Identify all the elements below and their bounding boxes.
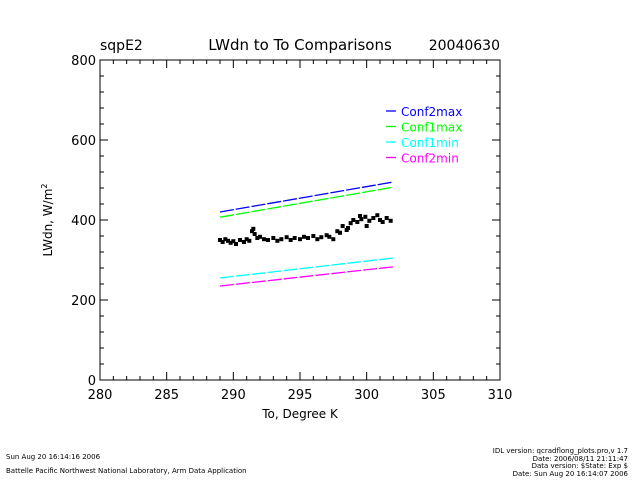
- x-tick-label: 285: [154, 388, 179, 403]
- data-point: [388, 218, 393, 223]
- data-point: [234, 242, 238, 246]
- data-point: [298, 237, 302, 242]
- x-tick-label: 290: [221, 388, 246, 403]
- footer-data-version: Data version: $State: Exp $: [531, 462, 628, 470]
- data-point: [271, 236, 276, 240]
- data-point: [364, 224, 369, 228]
- y-axis-label-sup: 2: [40, 184, 49, 189]
- data-point: [252, 232, 257, 236]
- series-line-conf2max: [219, 181, 394, 213]
- data-point: [340, 224, 345, 228]
- chart-title: LWdn to To Comparisons: [208, 36, 392, 54]
- data-point: [279, 237, 284, 242]
- data-point: [231, 239, 236, 244]
- data-point: [384, 216, 389, 220]
- data-point: [302, 234, 306, 239]
- date-label: 20040630: [429, 38, 500, 54]
- data-point: [284, 235, 289, 240]
- data-point: [346, 226, 350, 230]
- x-tick-label: 300: [354, 388, 379, 403]
- data-point: [324, 233, 329, 238]
- legend-label: Conf2min: [401, 152, 459, 166]
- y-axis-label: LWdn, W/m2: [40, 184, 55, 257]
- data-point: [338, 230, 342, 235]
- data-point: [363, 214, 368, 219]
- data-point: [311, 234, 316, 238]
- data-point: [275, 238, 280, 243]
- legend-label: Conf1min: [401, 136, 459, 150]
- data-point: [228, 240, 233, 245]
- data-point: [250, 229, 254, 234]
- x-tick-label: 305: [421, 388, 446, 403]
- footer-file-date: Date: 2006/08/11 21:11:47: [532, 454, 628, 463]
- data-point: [315, 237, 320, 242]
- legend-label: Conf1max: [401, 121, 462, 135]
- data-point: [288, 238, 293, 242]
- x-tick-label: 310: [488, 388, 513, 403]
- x-axis-label: To, Degree K: [261, 407, 339, 421]
- data-point: [266, 238, 270, 242]
- y-tick-label: 0: [88, 374, 96, 389]
- data-point: [292, 236, 297, 240]
- data-point: [327, 234, 332, 239]
- data-point: [251, 226, 256, 231]
- data-point: [335, 229, 340, 234]
- data-point: [367, 218, 372, 223]
- data-point: [255, 236, 260, 240]
- data-point: [244, 237, 249, 242]
- footer-run-date: Date: Sun Aug 20 16:14:07 2006: [512, 469, 628, 478]
- data-point: [319, 235, 324, 240]
- data-point: [242, 240, 246, 244]
- footer-timestamp: Sun Aug 20 16:14:16 2006: [6, 453, 101, 461]
- data-point: [331, 237, 336, 242]
- x-tick-label: 295: [288, 388, 313, 403]
- site-label: sqpE2: [100, 38, 143, 54]
- data-point: [238, 238, 242, 242]
- data-point: [375, 213, 380, 218]
- data-point: [226, 238, 230, 243]
- series-line-conf1min: [219, 257, 394, 279]
- y-tick-label: 800: [71, 54, 96, 69]
- data-point: [306, 236, 310, 240]
- footer-lab: Battelle Pacific Northwest National Labo…: [6, 467, 247, 475]
- data-point: [223, 237, 228, 242]
- y-axis-label-text: LWdn, W/m: [41, 189, 55, 257]
- x-tick-label: 280: [88, 388, 113, 403]
- data-point: [258, 234, 262, 239]
- data-point: [220, 240, 225, 244]
- data-point: [378, 218, 382, 222]
- legend-label: Conf2max: [401, 105, 462, 119]
- y-tick-label: 200: [71, 294, 96, 309]
- y-tick-label: 600: [71, 134, 96, 149]
- series-line-conf2min: [219, 266, 394, 287]
- data-point: [218, 238, 222, 242]
- footer-idl-version: IDL version: qcradflong_plots.pro,v 1.7: [492, 447, 628, 455]
- footer-version-block: IDL version: qcradflong_plots.pro,v 1.7 …: [492, 447, 628, 478]
- data-point: [355, 220, 360, 224]
- data-point: [262, 237, 266, 242]
- data-point: [380, 220, 385, 224]
- data-point: [371, 216, 376, 220]
- data-point: [247, 238, 252, 243]
- data-point: [351, 218, 356, 222]
- series-line-conf1max: [219, 186, 394, 218]
- y-tick-label: 400: [71, 214, 96, 229]
- data-point: [348, 221, 353, 226]
- data-point: [359, 217, 364, 222]
- data-point: [358, 214, 362, 218]
